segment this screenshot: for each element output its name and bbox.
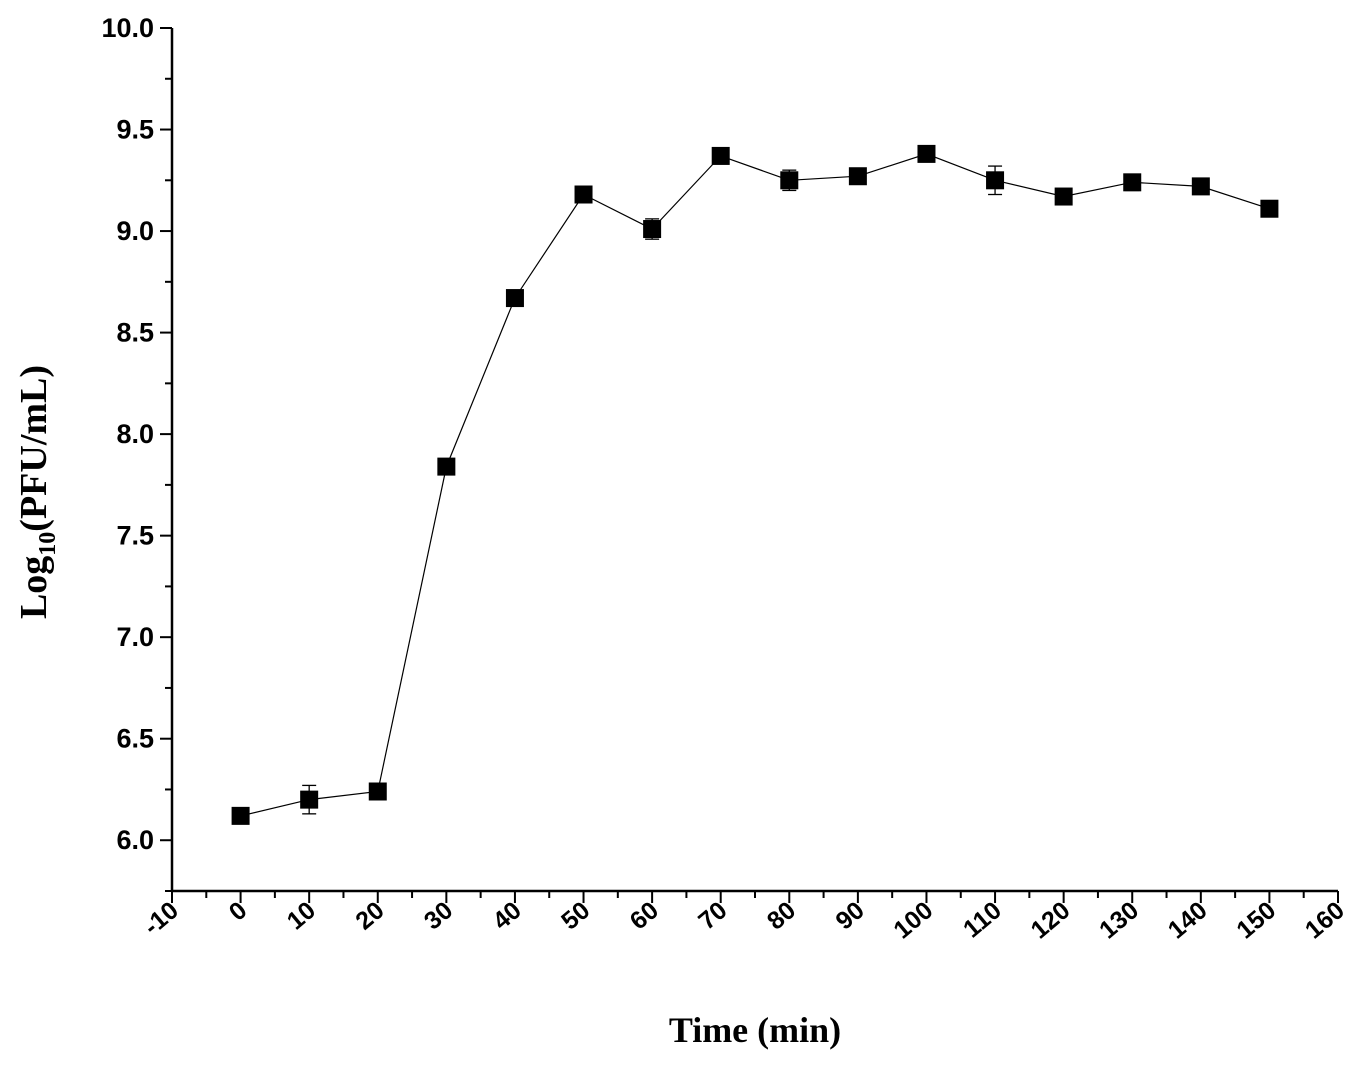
x-tick-label: 30 [419, 896, 458, 935]
data-point [986, 171, 1005, 190]
x-tick-label: 40 [487, 896, 526, 935]
y-axis-title-suffix: (PFU/mL) [13, 365, 55, 532]
x-tick-label: 0 [224, 896, 253, 926]
data-point [711, 146, 730, 165]
y-axis-title-subscript: 10 [35, 532, 61, 556]
axes [170, 28, 1338, 893]
data-point [231, 806, 250, 825]
data-point [917, 144, 936, 163]
data-point [1123, 173, 1142, 192]
x-tick-label: 110 [958, 896, 1007, 943]
data-point [1260, 199, 1279, 218]
x-tick-label: 160 [1300, 896, 1350, 944]
x-tick-label: 80 [762, 896, 801, 935]
x-tick-label: 140 [1163, 896, 1213, 944]
y-tick-label: 6.0 [116, 825, 154, 855]
y-tick-label: 9.0 [116, 216, 154, 246]
x-tick-label: 50 [556, 896, 595, 935]
data-point [437, 457, 456, 476]
series-layer [231, 144, 1279, 825]
x-tick-label: -10 [138, 896, 184, 941]
x-axis-ticks: -10 0 10 20 30 40 50 60 70 80 90 100 110 120 130 140 150… [138, 891, 1350, 944]
y-axis-title-prefix: Log [13, 556, 55, 619]
data-point [643, 220, 662, 239]
data-point [574, 185, 593, 204]
x-axis-title: Time (min) [669, 1010, 841, 1050]
x-tick-label: 10 [282, 896, 321, 935]
x-tick-label: 20 [350, 896, 389, 935]
y-axis-ticks: 6.0 6.5 7.0 7.5 8.0 8.5 9.0 9.5 10.0 [101, 13, 172, 892]
y-tick-label: 8.5 [116, 318, 154, 348]
y-tick-label: 9.5 [116, 115, 154, 145]
y-tick-label: 10.0 [101, 13, 154, 43]
data-point [848, 167, 867, 186]
x-tick-label: 90 [830, 896, 869, 935]
data-point [368, 782, 387, 801]
data-point [505, 289, 524, 308]
series-line [240, 153, 1270, 817]
y-axis-title: Log10(PFU/mL) [13, 365, 61, 619]
data-point [1054, 187, 1073, 206]
y-tick-label: 7.0 [116, 622, 154, 652]
x-tick-label: 150 [1231, 896, 1281, 944]
x-tick-label: 60 [625, 896, 664, 935]
x-tick-label: 100 [888, 896, 938, 944]
x-tick-label: 130 [1094, 896, 1144, 944]
data-point [780, 171, 799, 190]
data-point [300, 790, 319, 809]
y-tick-label: 7.5 [116, 521, 154, 551]
x-tick-label: 70 [693, 896, 732, 935]
data-point [1191, 177, 1210, 196]
y-tick-label: 8.0 [116, 419, 154, 449]
y-tick-label: 6.5 [116, 724, 154, 754]
x-tick-label: 120 [1026, 896, 1076, 944]
